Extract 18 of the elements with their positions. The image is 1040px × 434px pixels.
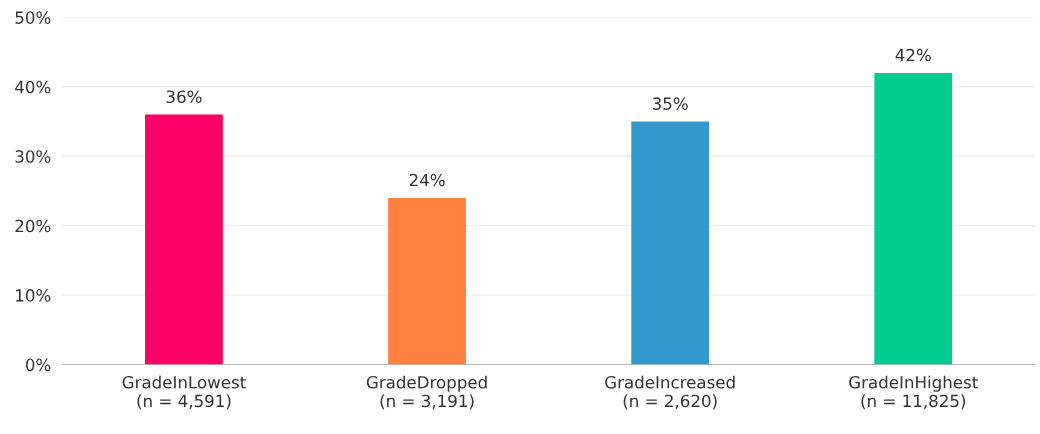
x-tick-label: GradeIncreased (n = 2,620) (605, 375, 735, 410)
bar (874, 72, 953, 365)
data-label: 35% (652, 97, 688, 110)
x-tick-label: GradeDropped (n = 3,191) (366, 375, 487, 410)
bar (145, 114, 223, 365)
y-tick-label: 10% (16, 289, 51, 302)
y-tick-label: 0% (25, 358, 51, 372)
x-tick-label: GradeInHighest (n = 11,825) (849, 375, 978, 410)
bar (631, 121, 710, 365)
data-label: 42% (895, 48, 931, 62)
y-tick-label: 40% (15, 80, 51, 94)
data-label: 36% (166, 90, 202, 104)
y-tick-label: 50% (15, 11, 51, 24)
y-tick-label: 20% (15, 219, 51, 233)
bar (388, 197, 466, 365)
data-label: 24% (409, 173, 445, 187)
x-tick-label: GradeInLowest (n = 4,591) (122, 375, 246, 410)
y-tick-label: 30% (15, 150, 51, 163)
